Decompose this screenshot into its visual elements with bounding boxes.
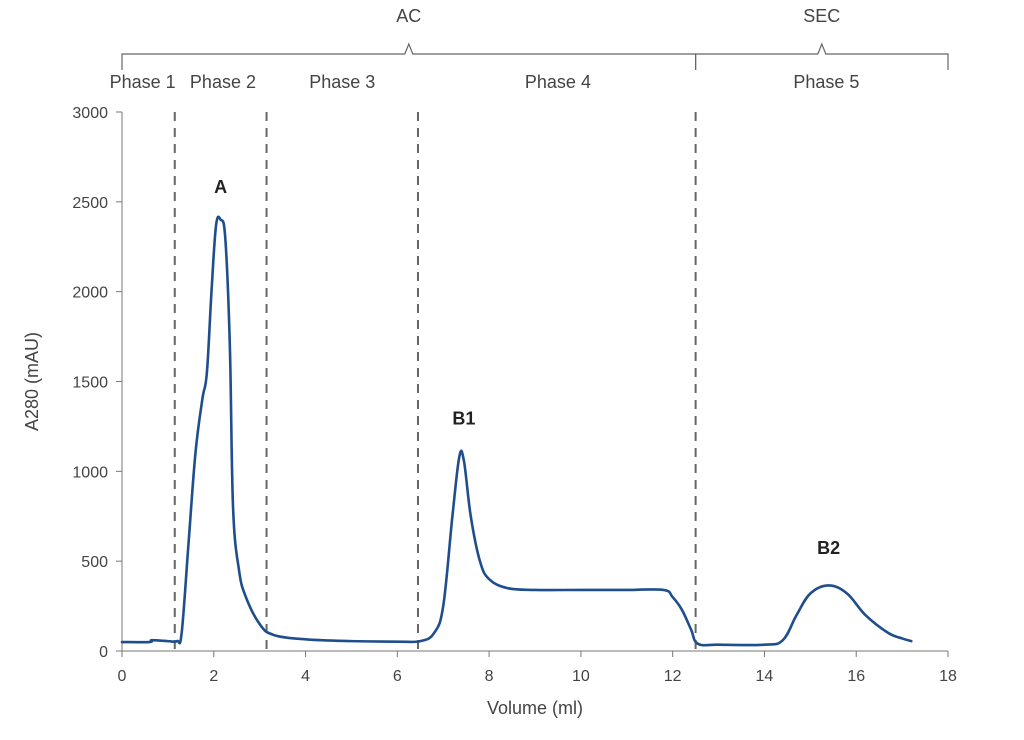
absorbance-trace — [120, 215, 913, 647]
x-tick-label: 0 — [118, 668, 127, 685]
y-tick-label: 1000 — [72, 464, 108, 481]
group-brace — [695, 42, 949, 70]
y-tick-label: 3000 — [72, 105, 108, 122]
peak-label: B2 — [817, 538, 840, 558]
y-tick-label: 2000 — [72, 285, 108, 302]
phase-label: Phase 5 — [793, 72, 859, 92]
y-tick-label: 1500 — [72, 375, 108, 392]
phase-label: Phase 4 — [525, 72, 591, 92]
x-tick-label: 16 — [847, 668, 865, 685]
x-tick-label: 14 — [756, 668, 774, 685]
phase-label: Phase 3 — [309, 72, 375, 92]
group-label: SEC — [803, 6, 840, 26]
x-tick-label: 8 — [485, 668, 494, 685]
group-label: AC — [396, 6, 421, 26]
y-tick-label: 500 — [81, 554, 108, 571]
x-tick-label: 10 — [572, 668, 590, 685]
x-tick-label: 18 — [939, 668, 957, 685]
peak-label: B1 — [452, 409, 475, 429]
x-axis-title: Volume (ml) — [487, 698, 583, 718]
group-brace — [121, 42, 697, 70]
x-tick-label: 4 — [301, 668, 310, 685]
x-tick-label: 6 — [393, 668, 402, 685]
y-axis-title: A280 (mAU) — [22, 332, 42, 431]
peak-label: A — [214, 177, 227, 197]
phase-label: Phase 2 — [190, 72, 256, 92]
x-tick-label: 2 — [209, 668, 218, 685]
y-tick-label: 0 — [99, 644, 108, 661]
y-tick-label: 2500 — [72, 195, 108, 212]
x-tick-label: 12 — [664, 668, 682, 685]
phase-label: Phase 1 — [110, 72, 176, 92]
